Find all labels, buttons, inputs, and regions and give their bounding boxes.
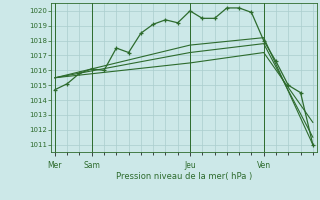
X-axis label: Pression niveau de la mer( hPa ): Pression niveau de la mer( hPa ) <box>116 172 252 181</box>
